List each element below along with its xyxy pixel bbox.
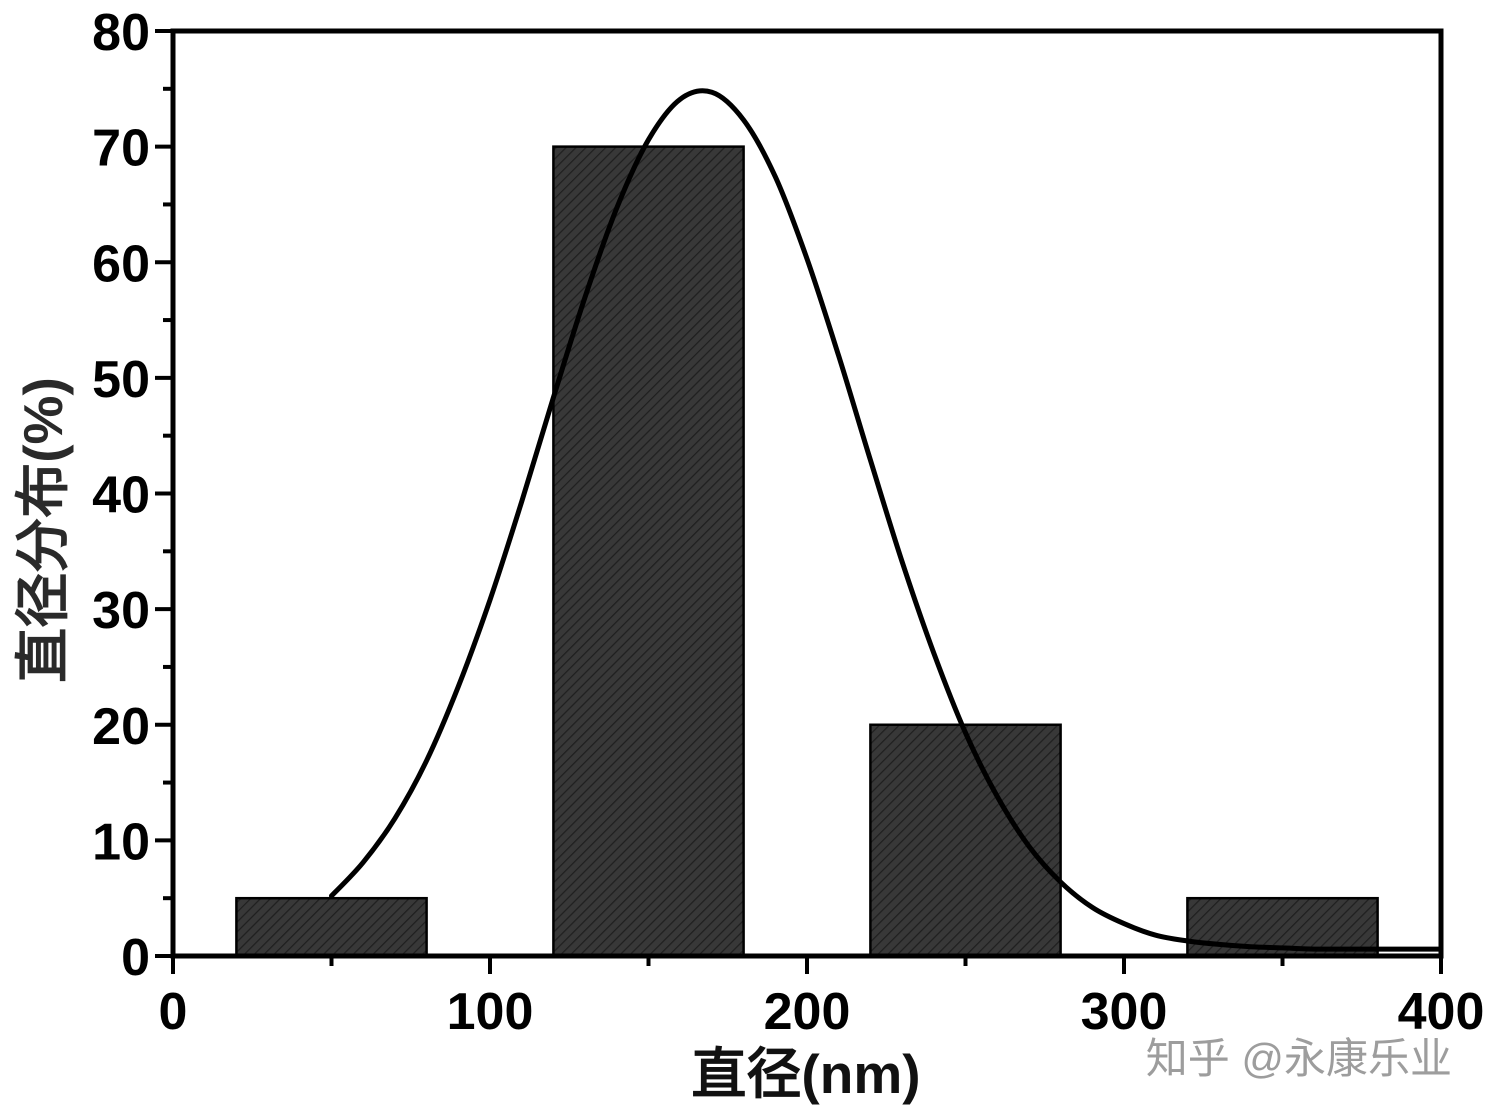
histogram-bars — [235, 145, 1379, 958]
y-tick-label: 70 — [92, 120, 150, 178]
y-tick-label: 20 — [92, 698, 150, 756]
y-axis-title: 直径分布(%) — [12, 377, 74, 683]
y-tick-label: 10 — [92, 813, 150, 871]
y-tick-label: 60 — [92, 235, 150, 293]
y-tick-label: 30 — [92, 582, 150, 640]
x-tick-label: 100 — [447, 983, 534, 1041]
histogram-bar — [869, 723, 1062, 958]
watermark: 知乎 @永康乐业 — [1146, 1035, 1452, 1082]
histogram-bar — [552, 145, 745, 958]
y-tick-label: 0 — [121, 929, 150, 987]
y-tick-label: 50 — [92, 351, 150, 409]
plot-frame — [170, 28, 1444, 959]
y-tick-label: 80 — [92, 4, 150, 62]
x-tick-label: 200 — [764, 983, 851, 1041]
x-tick-label: 0 — [159, 983, 188, 1041]
x-tick-label: 400 — [1398, 983, 1485, 1041]
axis-ticks — [155, 29, 1443, 974]
x-tick-label: 300 — [1081, 983, 1168, 1041]
fit-curve — [329, 88, 1444, 952]
tick-labels: 0 10 20 30 40 50 60 70 80 0 100 200 300 400 — [92, 4, 1484, 1041]
histogram-bar — [235, 896, 428, 958]
x-axis-title: 直径(nm) — [691, 1043, 920, 1105]
y-tick-label: 40 — [92, 467, 150, 525]
